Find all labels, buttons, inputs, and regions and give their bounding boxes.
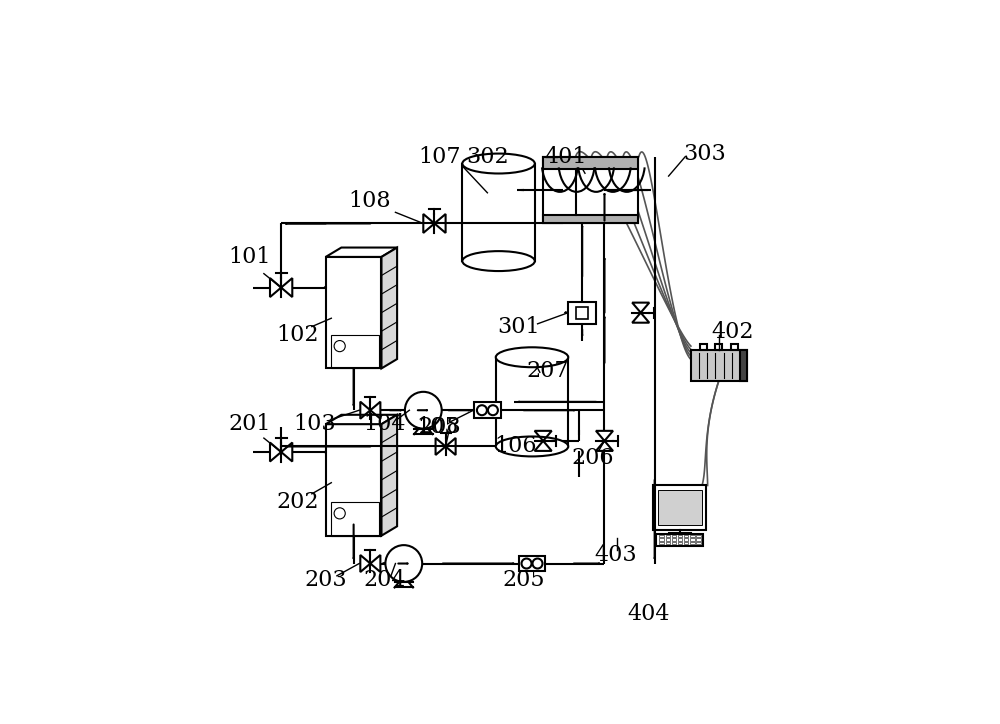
Ellipse shape xyxy=(496,437,568,456)
Bar xyxy=(696,539,701,541)
Text: 107: 107 xyxy=(419,146,461,167)
Text: 105: 105 xyxy=(416,416,458,438)
Bar xyxy=(690,542,695,544)
Text: 301: 301 xyxy=(497,316,539,337)
Bar xyxy=(659,539,664,541)
Text: 206: 206 xyxy=(571,447,613,468)
Bar xyxy=(678,539,682,541)
Text: 103: 103 xyxy=(293,413,336,435)
Bar xyxy=(672,539,676,541)
Text: 302: 302 xyxy=(466,146,509,167)
Ellipse shape xyxy=(496,348,568,367)
Ellipse shape xyxy=(462,251,535,271)
Polygon shape xyxy=(326,248,397,257)
Text: 204: 204 xyxy=(363,569,406,592)
Bar xyxy=(331,502,379,536)
Bar xyxy=(715,344,722,350)
Bar xyxy=(326,424,381,536)
Bar xyxy=(666,542,670,544)
Bar xyxy=(576,306,588,319)
Text: 401: 401 xyxy=(544,146,587,167)
Bar xyxy=(672,542,676,544)
Text: 104: 104 xyxy=(363,413,406,435)
Text: 101: 101 xyxy=(228,246,271,268)
Text: 202: 202 xyxy=(277,491,319,513)
Bar xyxy=(666,535,670,537)
Bar xyxy=(678,535,682,537)
Bar xyxy=(543,216,638,224)
Text: 203: 203 xyxy=(304,569,347,592)
Bar xyxy=(696,535,701,537)
Bar xyxy=(659,535,664,537)
Text: 208: 208 xyxy=(419,416,461,438)
Bar xyxy=(474,403,501,418)
Bar xyxy=(658,490,702,525)
Bar xyxy=(700,344,707,350)
Ellipse shape xyxy=(462,153,535,174)
Bar xyxy=(543,156,638,169)
Bar xyxy=(731,344,738,350)
Bar xyxy=(326,257,381,369)
Bar xyxy=(678,542,682,544)
Bar xyxy=(519,556,545,571)
Bar xyxy=(656,534,703,546)
Polygon shape xyxy=(326,415,397,424)
Bar xyxy=(653,486,706,530)
Bar xyxy=(684,539,688,541)
Bar xyxy=(684,535,688,537)
Text: 303: 303 xyxy=(683,143,726,165)
Text: 108: 108 xyxy=(348,190,391,212)
Bar xyxy=(696,542,701,544)
Text: 402: 402 xyxy=(711,321,754,343)
Text: 106: 106 xyxy=(494,435,537,458)
Text: 207: 207 xyxy=(526,361,569,382)
Text: 403: 403 xyxy=(594,544,637,566)
Bar xyxy=(666,539,670,541)
Polygon shape xyxy=(381,415,397,536)
Text: 102: 102 xyxy=(277,324,319,346)
Bar xyxy=(690,539,695,541)
Bar xyxy=(659,542,664,544)
Bar xyxy=(690,535,695,537)
Text: 404: 404 xyxy=(628,602,670,625)
Bar xyxy=(543,156,638,224)
Bar xyxy=(672,535,676,537)
Bar xyxy=(568,301,596,324)
Text: 201: 201 xyxy=(228,413,271,435)
Bar xyxy=(331,335,379,369)
Bar xyxy=(684,542,688,544)
Polygon shape xyxy=(381,248,397,369)
Bar xyxy=(691,350,747,381)
Text: 205: 205 xyxy=(502,569,545,592)
Bar xyxy=(740,350,747,381)
